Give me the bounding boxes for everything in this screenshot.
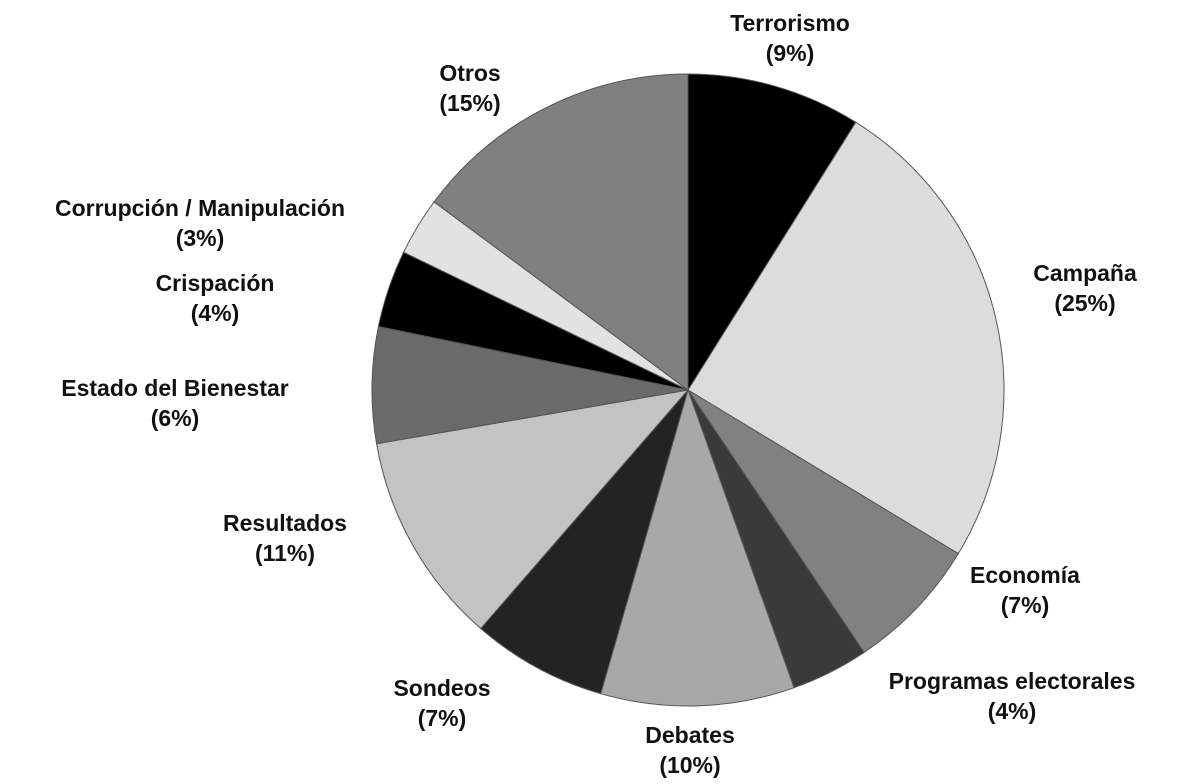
- slice-value-label: (7%): [1001, 592, 1050, 618]
- slice-label: Sondeos: [393, 675, 490, 701]
- slice-value-label: (15%): [439, 90, 500, 116]
- slice-value-label: (11%): [255, 540, 315, 566]
- slice-value-label: (4%): [988, 698, 1037, 724]
- pie-slice: [433, 73, 689, 391]
- slice-value-label: (4%): [191, 300, 240, 326]
- slice-label: Terrorismo: [730, 10, 850, 36]
- pie-slice: [600, 388, 795, 707]
- pie-slice: [687, 389, 960, 654]
- slice-label: Programas electorales: [889, 668, 1136, 694]
- pie-slice: [687, 121, 1005, 555]
- slice-label: Resultados: [223, 510, 347, 536]
- pie-slice: [376, 389, 690, 630]
- slice-value-label: (10%): [659, 752, 720, 778]
- slice-label: Economía: [970, 562, 1080, 588]
- pie-slice: [480, 389, 689, 695]
- slice-label: Campaña: [1033, 260, 1137, 286]
- slice-label: Corrupción / Manipulación: [55, 195, 345, 221]
- slice-label: Crispación: [156, 270, 275, 296]
- slice-value-label: (3%): [176, 225, 225, 251]
- slice-label: Estado del Bienestar: [61, 375, 289, 401]
- slice-value-label: (25%): [1054, 290, 1115, 316]
- slice-value-label: (7%): [418, 705, 467, 731]
- pie-slice: [687, 73, 857, 392]
- slice-value-label: (6%): [151, 405, 200, 431]
- slice-label: Otros: [439, 60, 500, 86]
- slice-label: Debates: [645, 722, 734, 748]
- slice-value-label: (9%): [766, 40, 815, 66]
